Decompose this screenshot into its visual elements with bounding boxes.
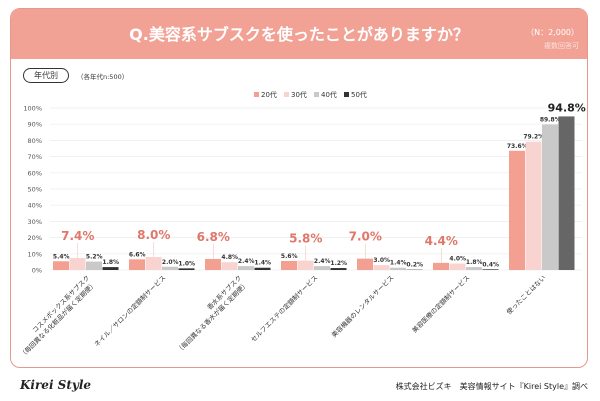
data-label-highlight: 94.8%: [548, 101, 586, 114]
data-label: 1.2%: [330, 260, 347, 267]
data-label: 5.2%: [86, 254, 103, 261]
data-label-highlight: 5.8%: [289, 232, 322, 246]
bar: [281, 260, 297, 270]
data-label: 1.8%: [466, 259, 483, 266]
category-label: 美容医療の定額制サービス: [410, 273, 472, 335]
data-label: 1.8%: [102, 259, 119, 266]
y-tick-label: 0%: [32, 267, 42, 275]
category-label: セルフエステの定額制サービス: [249, 273, 320, 344]
data-label: 89.8%: [540, 117, 561, 124]
y-tick-label: 30%: [28, 218, 42, 226]
multiple-answer-note: 複数回答可: [544, 42, 579, 50]
data-label: 1.0%: [178, 260, 195, 267]
question-title: Q.美容系サブスクを使ったことがありますか？: [129, 25, 469, 44]
category-label-line: 使ったことはない: [504, 273, 547, 316]
bar: [542, 124, 558, 270]
bar: [433, 262, 449, 270]
bar: [466, 267, 482, 270]
bar: [357, 258, 373, 270]
sample-size: （N：2,000）: [526, 28, 579, 37]
segment-note: （各年代n:500）: [77, 73, 129, 81]
data-label: 6.6%: [129, 251, 146, 258]
y-tick-label: 40%: [28, 202, 42, 210]
bar: [297, 260, 314, 270]
y-tick-label: 80%: [28, 137, 42, 145]
data-label: 0.4%: [482, 261, 499, 268]
legend-label: 20代: [261, 90, 277, 99]
y-tick-label: 20%: [28, 234, 42, 242]
source-credit: 株式会社ビズキ 美容情報サイト『Kirei Style』調べ: [395, 382, 588, 391]
category-label-line: （毎回異なる化粧品が届く定期便）: [18, 279, 98, 359]
category-label: ネイル／サロンの定額制サービス: [92, 273, 167, 348]
category-label-line: セルフエステの定額制サービス: [249, 273, 320, 344]
bar: [314, 266, 330, 270]
bar: [145, 257, 162, 270]
bar: [102, 267, 119, 270]
legend-label: 40代: [321, 90, 337, 99]
data-label: 3.0%: [373, 257, 390, 264]
kirei-style-logo: Kirei Style: [20, 378, 92, 392]
bar: [205, 258, 221, 270]
bar: [390, 267, 406, 270]
data-label: 2.4%: [238, 258, 255, 265]
bar: [254, 267, 271, 270]
legend-swatch: [314, 92, 319, 97]
category-label-line: 美容医療の定額制サービス: [410, 273, 472, 335]
legend-label: 50代: [351, 90, 367, 99]
category-label: 美容機器のレンタルサービス: [329, 273, 395, 339]
bar: [129, 259, 145, 270]
category-label: 使ったことはない: [504, 273, 547, 316]
legend-label: 30代: [291, 90, 307, 99]
data-label: 1.4%: [390, 260, 407, 267]
bar: [238, 266, 254, 270]
bar: [86, 261, 102, 270]
header-band: Q.美容系サブスクを使ったことがありますか？ （N：2,000） 複数回答可: [11, 9, 587, 59]
bar: [449, 263, 466, 270]
y-tick-label: 70%: [28, 153, 42, 161]
bar: [482, 269, 499, 270]
data-label-highlight: 7.4%: [61, 229, 94, 243]
data-label: 2.0%: [162, 259, 179, 266]
data-label: 4.8%: [221, 254, 238, 261]
y-tick-label: 90%: [28, 121, 42, 129]
data-label-highlight: 6.8%: [197, 230, 230, 244]
bar: [373, 265, 390, 270]
y-tick-label: 60%: [28, 169, 42, 177]
bar: [69, 258, 86, 270]
data-label: 5.4%: [53, 253, 70, 260]
data-label: 1.4%: [254, 260, 271, 267]
data-label: 2.4%: [314, 258, 331, 265]
data-label-highlight: 8.0%: [137, 228, 170, 242]
bar: [509, 150, 525, 270]
data-label-highlight: 7.0%: [349, 230, 382, 244]
y-tick-label: 50%: [28, 186, 42, 194]
category-label-line: （毎回異なる香水が届く定期便）: [174, 279, 249, 354]
data-label: 5.6%: [281, 253, 298, 260]
bar: [330, 268, 347, 270]
data-label-highlight: 4.4%: [425, 234, 458, 248]
bar: [178, 268, 195, 270]
legend-swatch: [284, 92, 289, 97]
bar: [525, 141, 542, 270]
y-tick-label: 10%: [28, 250, 42, 258]
segment-tag: 年代別: [23, 68, 69, 83]
category-label: コスメボックス系サブスク（毎回異なる化粧品が届く定期便）: [18, 273, 98, 359]
data-label: 79.2%: [523, 134, 544, 141]
category-label-line: 美容機器のレンタルサービス: [329, 273, 395, 339]
category-label-line: ネイル／サロンの定額制サービス: [92, 273, 167, 348]
data-label: 4.0%: [449, 256, 466, 263]
y-tick-label: 100%: [23, 105, 42, 113]
chart-card: Q.美容系サブスクを使ったことがありますか？ （N：2,000） 複数回答可 年…: [10, 8, 588, 368]
bar: [53, 261, 69, 270]
bar: [221, 262, 238, 270]
bar: [162, 266, 178, 270]
bar: [558, 116, 575, 270]
category-label-line: コスメボックス系サブスク: [30, 273, 91, 334]
legend-swatch: [254, 92, 259, 97]
category-label: 香水系サブスク（毎回異なる香水が届く定期便）: [174, 273, 249, 355]
data-label: 0.2%: [406, 262, 423, 269]
legend-swatch: [344, 92, 349, 97]
data-label: 73.6%: [507, 143, 528, 150]
